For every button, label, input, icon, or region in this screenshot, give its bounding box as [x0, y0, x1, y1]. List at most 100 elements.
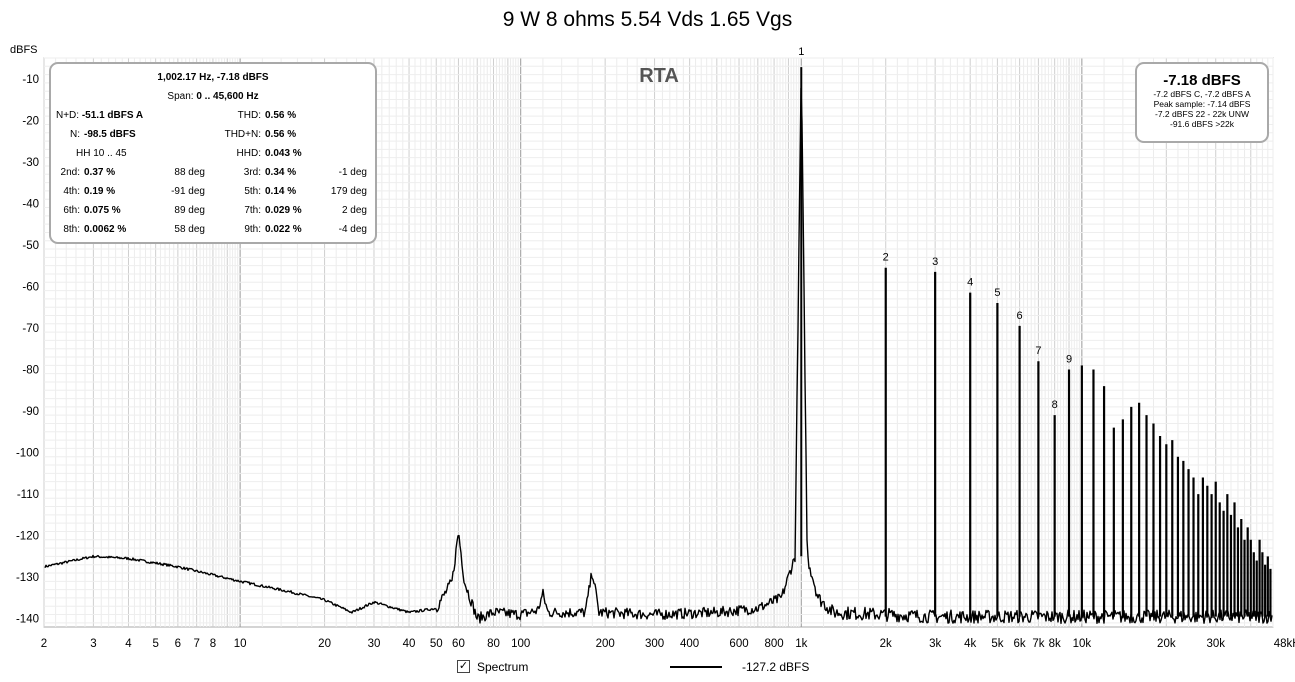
x-tick-label: 2k: [880, 638, 892, 650]
harmonic-phase: 89 deg: [174, 205, 205, 216]
x-tick-label: 3k: [929, 638, 941, 650]
y-tick-label: -140: [16, 614, 39, 626]
y-tick-label: -50: [22, 240, 39, 252]
harmonic-index-label: 9: [1066, 353, 1072, 365]
harmonic-phase: -91 deg: [171, 186, 205, 197]
x-tick-label: 30k: [1206, 638, 1225, 650]
hhd-label: HHD:: [236, 148, 261, 159]
x-tick-label: 5: [152, 638, 158, 650]
x-tick-label: 4: [125, 638, 132, 650]
level-above22k-line: -91.6 dBFS >22k: [1169, 119, 1235, 129]
y-tick-label: -60: [22, 281, 39, 293]
x-tick-label: 50: [430, 638, 443, 650]
x-tick-label: 20: [318, 638, 331, 650]
legend-series-name: Spectrum: [477, 660, 529, 674]
x-tick-label: 20k: [1157, 638, 1176, 650]
level-readout-panel: -7.18 dBFS -7.2 dBFS C, -7.2 dBFS A Peak…: [1135, 62, 1269, 143]
harmonic-label: 6th:: [63, 205, 80, 216]
harmonic-label: 9th:: [244, 224, 261, 235]
harmonic-label: 4th:: [63, 186, 80, 197]
thd-value: 0.56 %: [265, 110, 297, 121]
thdn-value: 0.56 %: [265, 129, 297, 140]
harmonic-label: 5th:: [244, 186, 261, 197]
x-tick-label: 8k: [1049, 638, 1061, 650]
harmonic-phase: 88 deg: [174, 167, 205, 178]
harmonic-value: 0.022 %: [265, 224, 302, 235]
x-tick-label: 7k: [1032, 638, 1044, 650]
level-unweighted-line: -7.2 dBFS 22 - 22k UNW: [1154, 109, 1249, 119]
x-tick-label: 100: [511, 638, 530, 650]
level-peak-line: Peak sample: -7.14 dBFS: [1153, 99, 1251, 109]
level-main-value: -7.18 dBFS: [1163, 72, 1241, 89]
harmonic-phase: -4 deg: [338, 224, 367, 235]
x-tick-label: 400: [680, 638, 699, 650]
harmonic-value: 0.0062 %: [84, 224, 127, 235]
harmonic-value: 0.029 %: [265, 205, 302, 216]
chart-legend: ✓ Spectrum -127.2 dBFS: [0, 659, 1295, 677]
harmonic-index-label: 2: [883, 252, 889, 264]
y-tick-label: -120: [16, 531, 39, 543]
x-tick-label: 10: [234, 638, 247, 650]
n-label: N:: [70, 129, 80, 140]
harmonic-value: 0.34 %: [265, 167, 297, 178]
stats-header: 1,002.17 Hz, -7.18 dBFS: [157, 72, 269, 83]
level-weighting-line: -7.2 dBFS C, -7.2 dBFS A: [1153, 89, 1251, 99]
thd-label: THD:: [237, 110, 261, 121]
harmonic-phase: 179 deg: [330, 186, 367, 197]
harmonic-label: 8th:: [63, 224, 80, 235]
x-tick-label: 40: [403, 638, 416, 650]
x-tick-label: 60: [452, 638, 465, 650]
nd-label: N+D:: [56, 110, 80, 121]
y-tick-label: -40: [22, 198, 39, 210]
thdn-label: THD+N:: [224, 129, 261, 140]
span-label: Span:: [167, 91, 194, 102]
harmonic-label: 3rd:: [243, 167, 261, 178]
distortion-stats-panel: 1,002.17 Hz, -7.18 dBFS Span: 0 .. 45,60…: [49, 62, 377, 244]
x-tick-label: 80: [487, 638, 500, 650]
x-tick-label: 800: [764, 638, 783, 650]
y-tick-label: -90: [22, 406, 39, 418]
y-tick-label: -70: [22, 323, 39, 335]
x-tick-label: 5k: [991, 638, 1003, 650]
spectrum-visibility-checkbox[interactable]: ✓: [457, 660, 470, 673]
y-axis-unit-label: dBFS: [10, 44, 38, 56]
span-value: 0 .. 45,600 Hz: [196, 91, 259, 102]
y-tick-label: -110: [17, 489, 39, 501]
harmonic-phase: 58 deg: [174, 224, 205, 235]
x-tick-label: 48kHz: [1274, 638, 1295, 650]
harmonic-index-label: 3: [932, 256, 938, 268]
x-tick-label: 10k: [1073, 638, 1092, 650]
hhd-value: 0.043 %: [265, 148, 302, 159]
harmonic-index-label: 8: [1052, 399, 1058, 411]
chart-title: 9 W 8 ohms 5.54 Vds 1.65 Vgs: [502, 8, 793, 31]
y-tick-label: -30: [22, 157, 39, 169]
harmonic-value: 0.37 %: [84, 167, 116, 178]
harmonic-index-label: 6: [1017, 310, 1023, 322]
nd-value: -51.1 dBFS A: [81, 110, 144, 121]
harmonic-label: 2nd:: [60, 167, 80, 178]
x-tick-label: 4k: [964, 638, 976, 650]
x-tick-label: 2: [41, 638, 47, 650]
y-tick-label: -80: [22, 364, 39, 376]
harmonic-value: 0.075 %: [84, 205, 121, 216]
x-tick-label: 600: [729, 638, 748, 650]
spectrum-trace: [44, 87, 1273, 624]
y-tick-label: -130: [16, 572, 39, 584]
x-tick-label: 7: [193, 638, 199, 650]
harmonic-index-label: 5: [994, 287, 1000, 299]
y-tick-label: -20: [22, 115, 39, 127]
harmonic-value: 0.19 %: [84, 186, 116, 197]
harmonic-value: 0.14 %: [265, 186, 297, 197]
y-tick-label: -100: [16, 448, 39, 460]
legend-series-value: -127.2 dBFS: [742, 660, 810, 674]
legend-series-swatch: [670, 666, 722, 668]
x-tick-label: 3: [90, 638, 96, 650]
x-tick-label: 6: [175, 638, 181, 650]
x-tick-label: 300: [645, 638, 664, 650]
harmonic-phase: -1 deg: [338, 167, 367, 178]
x-tick-label: 8: [210, 638, 216, 650]
rta-panel-label: RTA: [639, 65, 679, 87]
hh-range: HH 10 .. 45: [76, 148, 127, 159]
x-tick-label: 1k: [795, 638, 807, 650]
